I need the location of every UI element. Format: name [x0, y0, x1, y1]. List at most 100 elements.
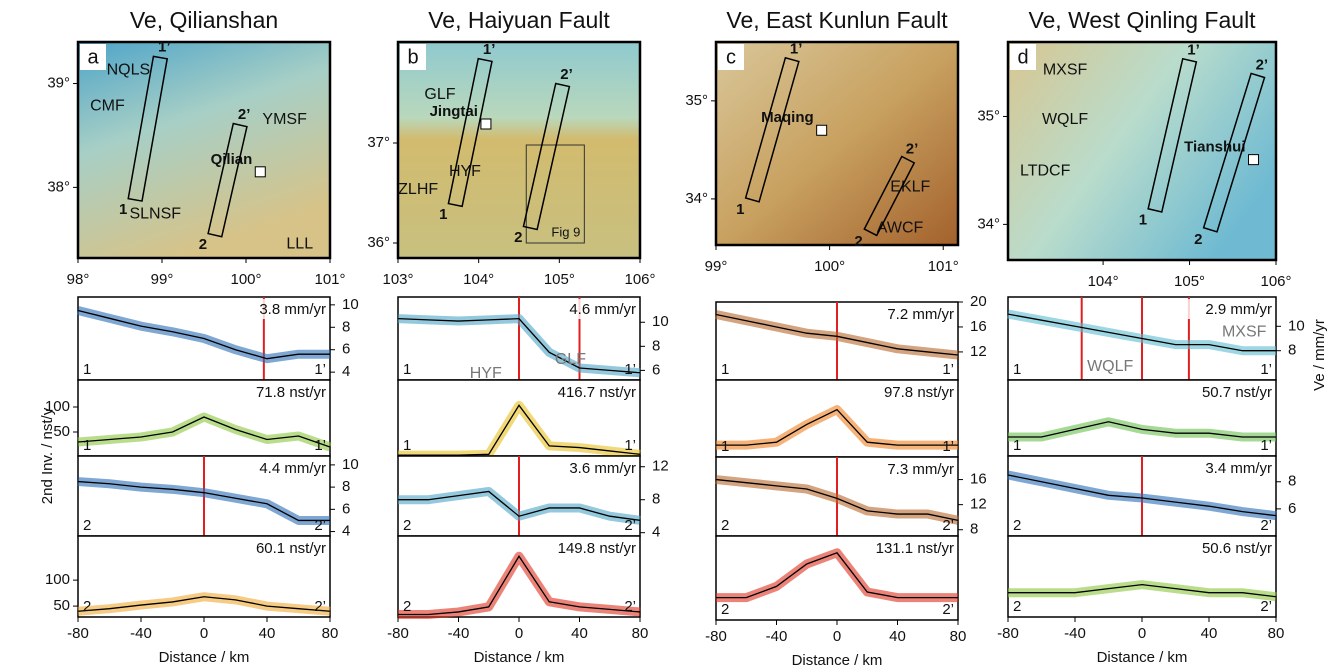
profile-end-label: 2’: [1260, 517, 1272, 534]
y-tick-label: 8: [652, 491, 660, 508]
x-axis-label: Distance / km: [1097, 649, 1188, 666]
profile-box: [1202, 72, 1266, 233]
y-tick-label: 8: [970, 521, 978, 538]
x-tick-label: 98°: [67, 271, 90, 288]
profile-end-label: 2’: [624, 598, 636, 615]
rate-label: 416.7 nst/yr: [558, 384, 636, 401]
town-marker: [816, 124, 828, 136]
profile-start-label: 1: [1013, 361, 1021, 378]
profile-start-label: 2: [721, 517, 729, 534]
x-tick-label: 100°: [814, 258, 845, 275]
y-tick-label: 8: [342, 478, 350, 495]
rate-label: 2.9 mm/yr: [1205, 301, 1272, 318]
map-title: Ve, West Qinling Fault: [1028, 7, 1256, 33]
x-tick-label: 80: [632, 625, 649, 642]
y-tick-label: 8: [1288, 342, 1296, 359]
x-tick-label: -40: [1064, 625, 1086, 642]
profile-start-label: 1: [403, 361, 411, 378]
fault-annotation: HYF: [470, 365, 502, 382]
x-tick-label: 0: [1138, 625, 1146, 642]
rate-box: [234, 382, 328, 402]
profile-end-label: 1’: [483, 41, 496, 58]
panel-letter-box: [80, 44, 106, 70]
rate-box: [544, 299, 638, 319]
x-tick-label: 106°: [624, 271, 655, 288]
data-line: [77, 309, 330, 360]
town-label: Maqing: [761, 109, 814, 126]
y-tick-label: 10: [342, 456, 359, 473]
rate-label: 7.3 mm/yr: [887, 461, 954, 478]
y-tick-label: 10: [1288, 317, 1305, 334]
rate-label: 60.1 nst/yr: [256, 540, 326, 557]
x-tick-label: -80: [705, 628, 727, 645]
profile-start-label: 1: [721, 361, 729, 378]
profile-start-label: 1: [119, 201, 127, 218]
rate-box: [1180, 299, 1274, 319]
fault-annotation: GLF: [555, 351, 586, 368]
profile-end-label: 1’: [942, 438, 954, 455]
rate-box: [234, 538, 328, 558]
x-tick-label: 99°: [705, 258, 728, 275]
rate-box: [234, 458, 328, 478]
y-tick-label: 36°: [367, 234, 390, 251]
rate-label: 4.4 mm/yr: [259, 460, 326, 477]
profile-box: [1147, 57, 1198, 213]
rate-box: [862, 382, 956, 402]
y-tick-label: 34°: [685, 190, 708, 207]
fault-label: SLNSF: [129, 206, 181, 223]
rate-box: [234, 299, 328, 319]
x-tick-label: 100°: [230, 271, 261, 288]
y-tick-label: 37°: [367, 134, 390, 151]
profile-start-label: 2: [199, 236, 207, 253]
fault-label: LTDCF: [1020, 163, 1071, 180]
y-tick-label: 50: [53, 423, 70, 440]
profile-start-label: 2: [403, 517, 411, 534]
profile-end-label: 1’: [624, 437, 636, 454]
rate-label: 149.8 nst/yr: [558, 540, 636, 557]
fault-label: AWCF: [877, 220, 924, 237]
fault-annotation: MXSF: [1222, 324, 1267, 341]
data-line: [716, 408, 958, 446]
profile-box: [863, 155, 916, 237]
panel-letter: c: [726, 46, 736, 68]
profile-end-label: 1’: [1187, 41, 1200, 58]
panel-letter-box: [1010, 44, 1036, 70]
x-tick-label: 101°: [314, 271, 345, 288]
data-line: [398, 490, 641, 521]
x-tick-label: 106°: [1260, 273, 1291, 290]
fault-label: HYF: [449, 163, 481, 180]
y-tick-label: 34°: [977, 215, 1000, 232]
y-tick-label: 20: [970, 293, 987, 310]
profile-end-label: 2’: [624, 517, 636, 534]
profile-end-label: 2’: [314, 598, 326, 615]
x-axis-label: Distance / km: [474, 649, 565, 666]
y-axis-label: 2nd Inv. / nst/y: [39, 407, 56, 504]
map-background: [76, 40, 332, 260]
x-tick-label: 0: [515, 625, 523, 642]
y-tick-label: 10: [652, 313, 669, 330]
data-line: [1007, 313, 1276, 352]
x-tick-label: -80: [67, 625, 89, 642]
town-marker: [1248, 154, 1260, 166]
town-label: Qilian: [211, 151, 253, 168]
x-tick-label: 80: [1268, 625, 1285, 642]
y-tick-label: 35°: [685, 92, 708, 109]
y-tick-label: 4: [342, 363, 350, 380]
y-tick-label: 100: [45, 398, 70, 415]
x-tick-label: 101°: [928, 258, 959, 275]
y-tick-label: 100: [45, 571, 70, 588]
x-tick-label: 104°: [1088, 273, 1119, 290]
x-axis-label: Distance / km: [159, 649, 250, 666]
profile-start-label: 2: [514, 229, 522, 246]
fault-label: GLF: [424, 86, 455, 103]
rate-label: 50.7 nst/yr: [1202, 384, 1272, 401]
map-background: [1006, 40, 1278, 262]
data-line: [77, 596, 331, 612]
profile-start-label: 1: [83, 437, 91, 454]
profile-start-label: 2: [721, 601, 729, 618]
data-line: [397, 317, 641, 374]
y-axis-label: Ve / mm/yr: [1311, 319, 1328, 391]
profile-start-label: 2: [854, 233, 862, 250]
profile-start-label: 2: [1013, 598, 1021, 615]
